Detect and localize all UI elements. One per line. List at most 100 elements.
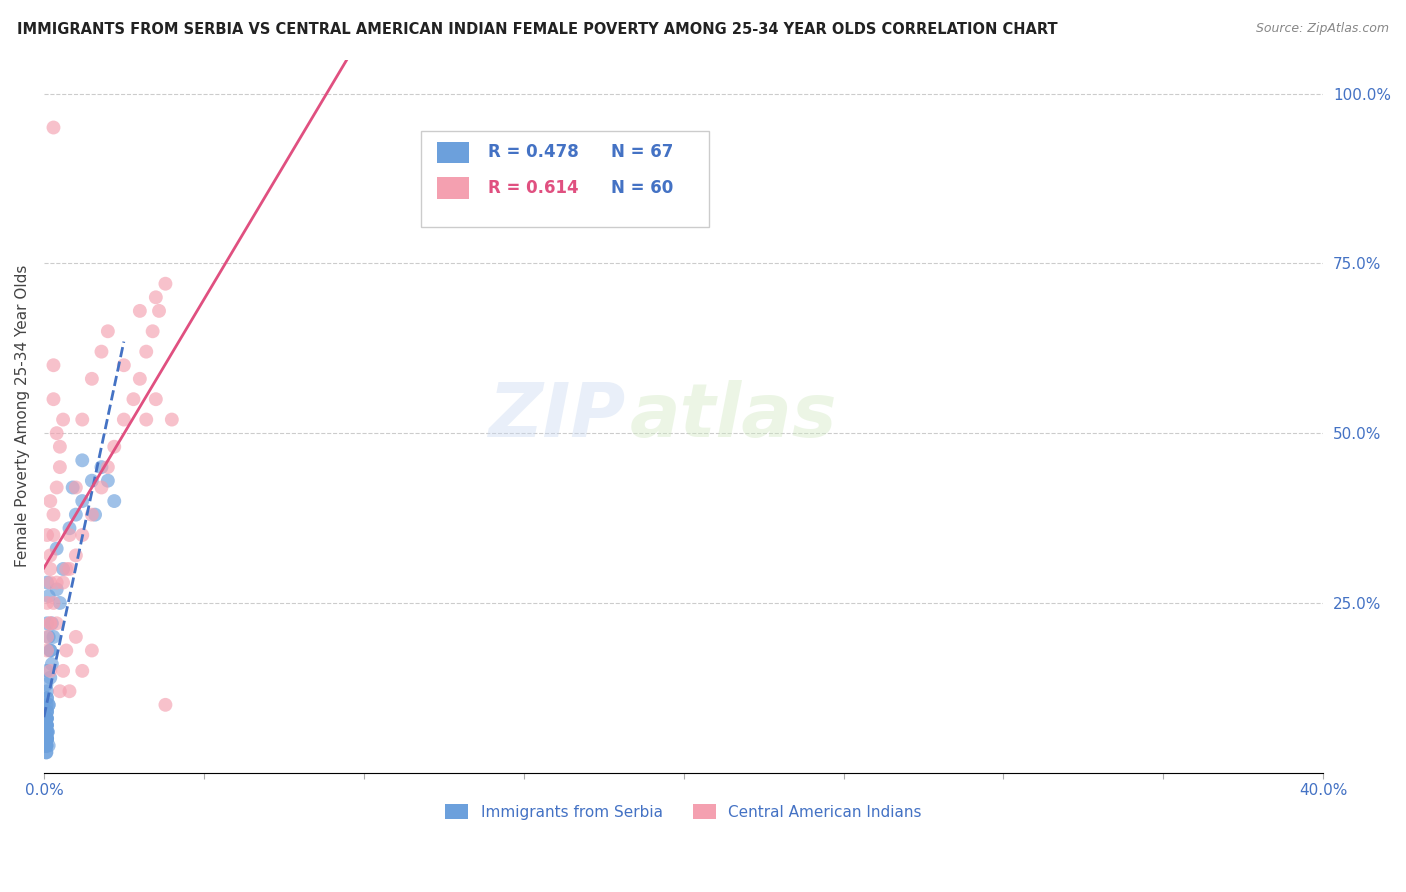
Point (49, 684, 72, 698)
Point (39, 616, 62, 631)
Text: N = 60: N = 60 (610, 179, 673, 197)
Point (62, 481, 84, 495)
Point (35, 718, 58, 732)
Point (39, 562, 62, 576)
Point (52, 664, 75, 678)
Point (38, 589, 60, 603)
Point (35, 705, 58, 719)
Point (112, 358, 135, 372)
Text: R = 0.614: R = 0.614 (488, 179, 578, 197)
Point (97, 460, 120, 475)
Point (35, 575, 58, 590)
Point (35, 731, 58, 746)
Point (35, 739, 58, 753)
Point (84, 508, 107, 522)
Point (52, 575, 75, 590)
Point (35, 731, 58, 746)
Point (35, 745, 58, 759)
Point (72, 494, 94, 508)
Point (42, 392, 65, 407)
Point (103, 440, 125, 454)
Point (35, 731, 58, 746)
Point (90, 481, 112, 495)
Point (80, 372, 103, 386)
Legend: Immigrants from Serbia, Central American Indians: Immigrants from Serbia, Central American… (439, 797, 928, 826)
Point (39, 643, 62, 657)
Point (49, 440, 72, 454)
Point (35, 664, 58, 678)
Point (38, 739, 60, 753)
Point (35, 691, 58, 706)
Point (145, 290, 167, 304)
Point (35, 630, 58, 644)
Text: IMMIGRANTS FROM SERBIA VS CENTRAL AMERICAN INDIAN FEMALE POVERTY AMONG 25-34 YEA: IMMIGRANTS FROM SERBIA VS CENTRAL AMERIC… (17, 22, 1057, 37)
Point (35, 677, 58, 691)
Point (90, 344, 112, 359)
Point (35, 698, 58, 712)
Bar (422, 131, 709, 227)
Bar (437, 142, 468, 163)
Point (35, 725, 58, 739)
Point (37, 725, 59, 739)
Point (39, 616, 62, 631)
Point (45, 541, 67, 556)
Point (145, 392, 167, 407)
Text: N = 67: N = 67 (610, 144, 673, 161)
Point (35, 705, 58, 719)
Point (35, 643, 58, 657)
Point (45, 616, 67, 631)
Point (39, 494, 62, 508)
Point (45, 582, 67, 597)
Point (35, 731, 58, 746)
Point (72, 528, 94, 542)
Point (38, 630, 60, 644)
Point (35, 711, 58, 725)
Point (135, 344, 157, 359)
Point (80, 643, 103, 657)
Point (55, 643, 77, 657)
Point (35, 725, 58, 739)
Point (103, 494, 125, 508)
Point (42, 508, 65, 522)
Point (58, 528, 80, 542)
Point (35, 739, 58, 753)
Point (35, 739, 58, 753)
Point (34, 739, 56, 753)
Point (72, 412, 94, 426)
Text: atlas: atlas (630, 380, 838, 452)
Point (42, 120, 65, 135)
Point (35, 691, 58, 706)
Point (65, 508, 87, 522)
Point (58, 521, 80, 535)
Point (155, 277, 177, 291)
Point (58, 562, 80, 576)
Point (42, 596, 65, 610)
Point (35, 718, 58, 732)
Point (35, 718, 58, 732)
Point (35, 711, 58, 725)
Point (35, 731, 58, 746)
Point (35, 725, 58, 739)
Point (41, 616, 63, 631)
Point (35, 596, 58, 610)
Text: Source: ZipAtlas.com: Source: ZipAtlas.com (1256, 22, 1389, 36)
Point (97, 474, 120, 488)
Point (128, 372, 150, 386)
Point (37, 725, 59, 739)
Y-axis label: Female Poverty Among 25-34 Year Olds: Female Poverty Among 25-34 Year Olds (15, 265, 30, 567)
Point (65, 549, 87, 563)
Bar (437, 178, 468, 199)
Point (45, 481, 67, 495)
Point (35, 725, 58, 739)
Point (42, 528, 65, 542)
Point (35, 684, 58, 698)
Text: ZIP: ZIP (489, 380, 626, 452)
Point (65, 630, 87, 644)
Point (39, 549, 62, 563)
Point (45, 575, 67, 590)
Point (35, 711, 58, 725)
Point (122, 392, 145, 407)
Point (39, 643, 62, 657)
Point (45, 426, 67, 441)
Point (41, 657, 63, 671)
